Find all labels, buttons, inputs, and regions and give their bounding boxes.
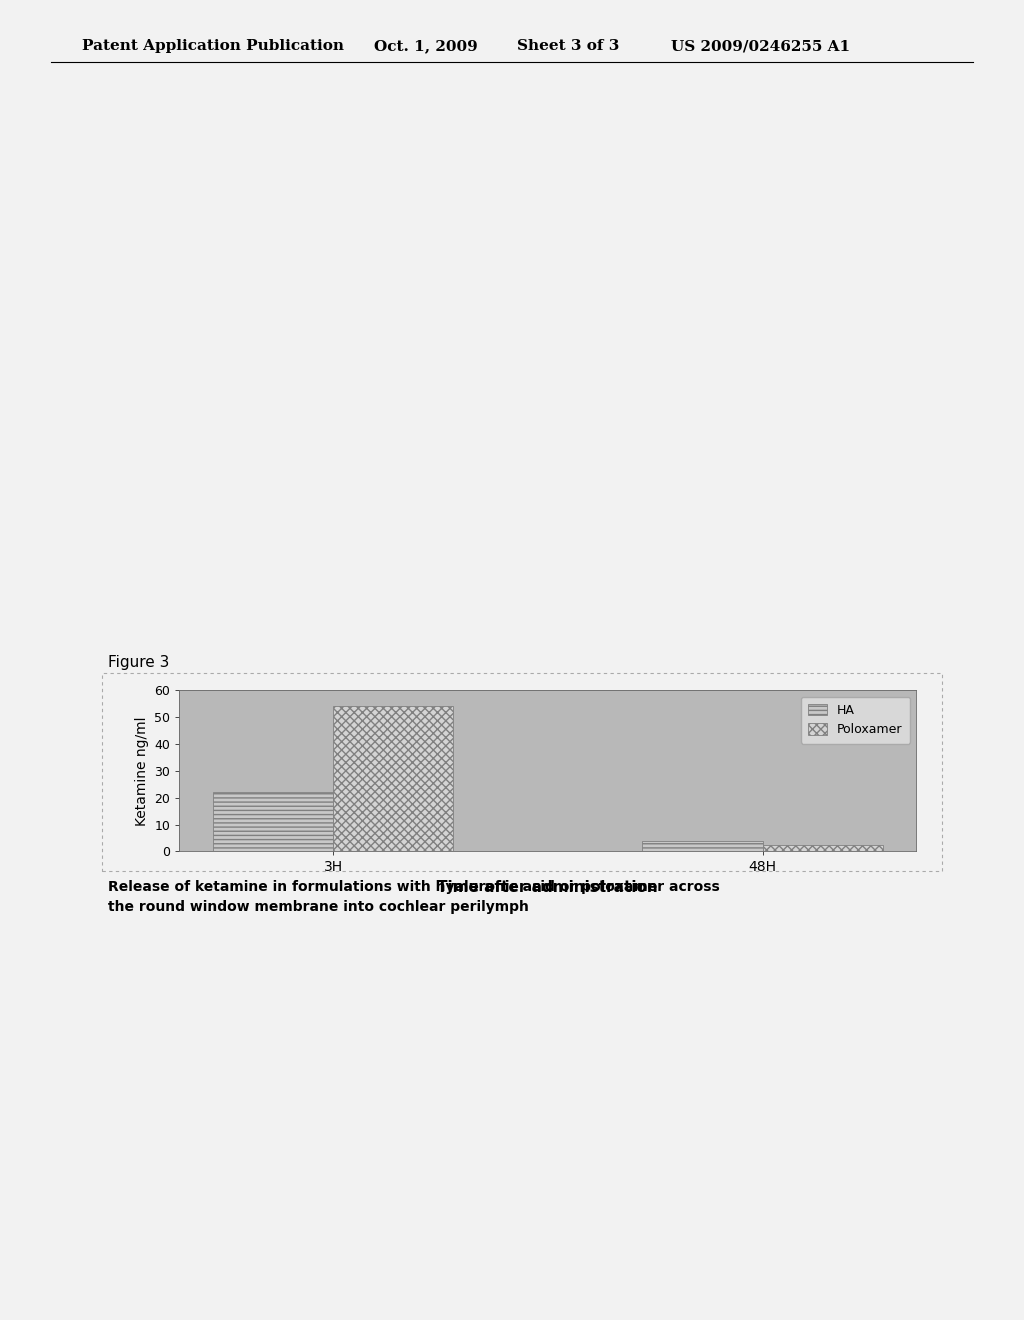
Legend: HA, Poloxamer: HA, Poloxamer — [801, 697, 910, 744]
Bar — [213, 792, 333, 851]
Text: the round window membrane into cochlear perilymph: the round window membrane into cochlear … — [108, 900, 528, 913]
Text: Figure 3: Figure 3 — [108, 655, 169, 669]
Text: Oct. 1, 2009: Oct. 1, 2009 — [374, 40, 477, 53]
Text: Release of ketamine in formulations with hyaluronic acid or poloxamer across: Release of ketamine in formulations with… — [108, 880, 719, 894]
Text: Patent Application Publication: Patent Application Publication — [82, 40, 344, 53]
X-axis label: Time after administration: Time after administration — [437, 880, 658, 895]
Bar — [333, 706, 454, 851]
Bar — [642, 841, 763, 851]
Text: US 2009/0246255 A1: US 2009/0246255 A1 — [671, 40, 850, 53]
Bar — [763, 845, 883, 851]
Text: Sheet 3 of 3: Sheet 3 of 3 — [517, 40, 620, 53]
Y-axis label: Ketamine ng/ml: Ketamine ng/ml — [134, 717, 148, 825]
